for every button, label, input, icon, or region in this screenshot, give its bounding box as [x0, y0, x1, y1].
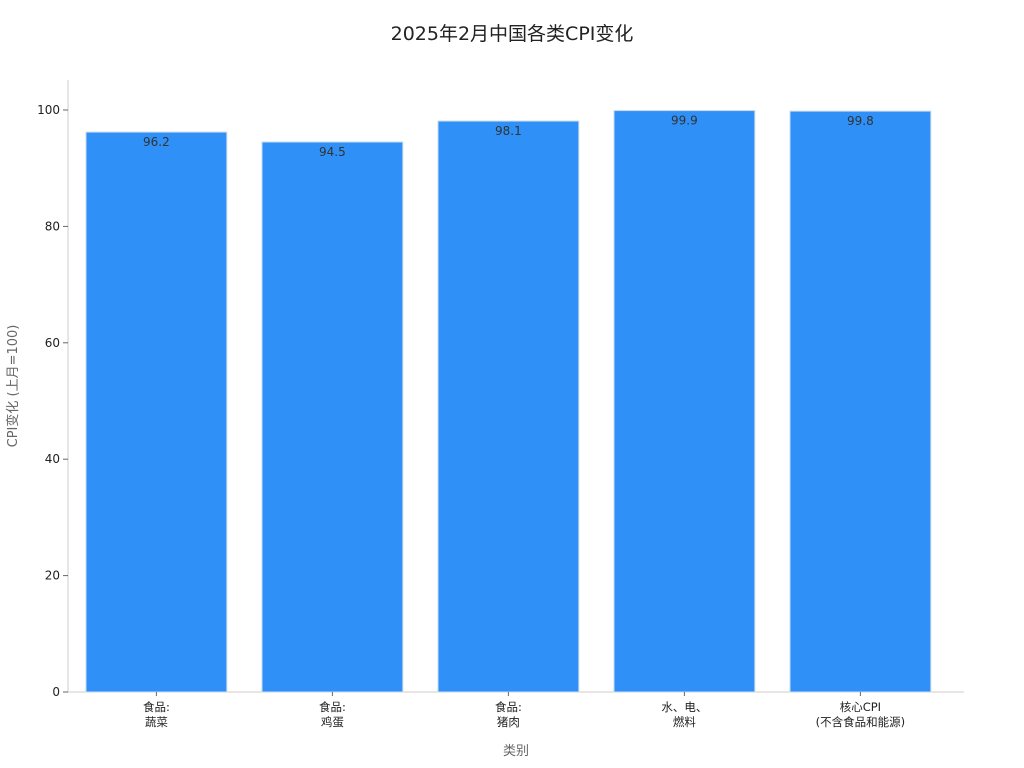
- x-tick-label: 燃料: [673, 715, 696, 729]
- x-tick-label: (不含食品和能源): [816, 715, 905, 729]
- y-tick-label: 80: [45, 219, 60, 233]
- y-tick-label: 0: [52, 685, 60, 699]
- y-tick-label: 60: [45, 336, 60, 350]
- x-tick-label: 水、电、: [661, 700, 707, 714]
- y-axis-ticks: 0 20 40 60 80 100: [37, 103, 68, 699]
- x-tick-label: 猪肉: [497, 715, 520, 729]
- x-tick-label: 核心CPI: [840, 700, 881, 714]
- y-tick-label: 100: [37, 103, 60, 117]
- data-label: 96.2: [143, 135, 170, 149]
- bar: [85, 131, 228, 693]
- bar: [789, 110, 932, 693]
- x-tick-label: 食品:: [143, 700, 170, 714]
- x-tick-label: 食品:: [319, 700, 346, 714]
- y-tick-label: 40: [45, 452, 60, 466]
- y-axis-label: CPI变化 (上月=100): [5, 325, 21, 448]
- bar: [437, 120, 580, 693]
- data-label: 99.8: [847, 114, 874, 128]
- data-label: 98.1: [495, 124, 522, 138]
- x-tick-label: 食品:: [495, 700, 522, 714]
- x-tick-label: 鸡蛋: [321, 715, 344, 729]
- data-label: 94.5: [319, 145, 346, 159]
- y-tick-label: 20: [45, 569, 60, 583]
- bar: [613, 110, 756, 693]
- bars-group: [85, 110, 932, 693]
- bar: [261, 141, 404, 693]
- x-tick-label: 蔬菜: [145, 715, 168, 729]
- x-axis-label: 类别: [503, 744, 529, 759]
- data-label: 99.9: [671, 114, 698, 128]
- data-labels-group: 96.2 94.5 98.1 99.9 99.8: [143, 114, 874, 159]
- chart-title: 2025年2月中国各类CPI变化: [391, 23, 634, 45]
